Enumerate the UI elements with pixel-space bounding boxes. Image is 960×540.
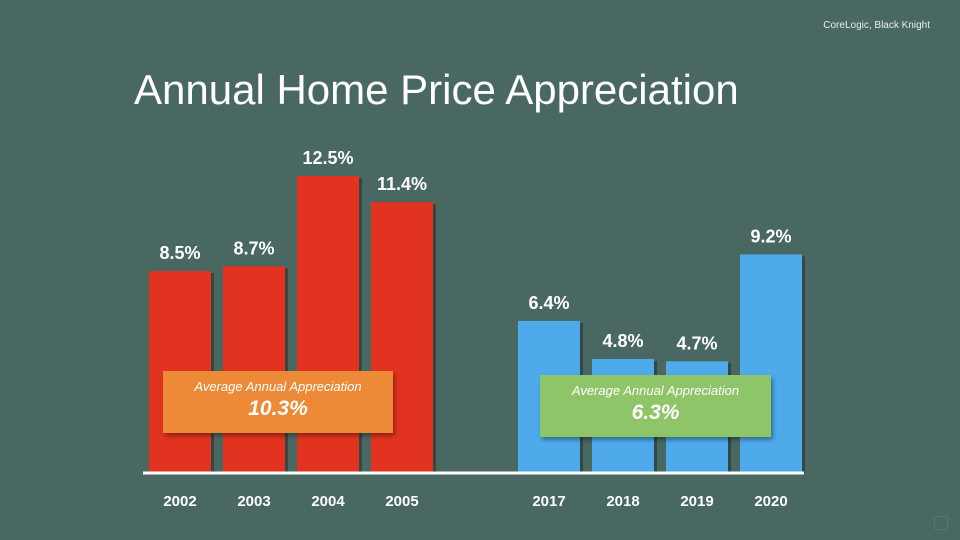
data-label-2020: 9.2%	[750, 226, 791, 246]
data-label-2004: 12.5%	[302, 148, 353, 168]
bar-2003	[223, 266, 285, 473]
slide-corner-icon	[934, 516, 948, 530]
page-title: Annual Home Price Appreciation	[134, 66, 739, 113]
tick-label-2003: 2003	[237, 493, 270, 510]
tick-label-2002: 2002	[163, 493, 196, 510]
average-callout-label: Average Annual Appreciation	[194, 379, 362, 394]
tick-label-2019: 2019	[680, 493, 713, 510]
data-label-2018: 4.8%	[602, 331, 643, 351]
tick-label-2018: 2018	[606, 493, 639, 510]
data-label-2019: 4.7%	[676, 333, 717, 353]
data-label-2005: 11.4%	[377, 174, 427, 194]
average-callout-label: Average Annual Appreciation	[571, 383, 740, 398]
data-label-2003: 8.7%	[233, 238, 274, 258]
average-callout-2002-2005: Average Annual Appreciation 10.3%	[163, 371, 393, 433]
data-label-2017: 6.4%	[528, 293, 569, 313]
average-callout-value: 6.3%	[631, 401, 680, 424]
data-label-2002: 8.5%	[159, 243, 200, 263]
tick-label-2020: 2020	[754, 493, 787, 510]
average-callout-value: 10.3%	[248, 397, 308, 420]
tick-label-2005: 2005	[385, 493, 418, 510]
bar-2020	[740, 254, 802, 473]
tick-label-2004: 2004	[311, 493, 345, 510]
average-callout-2017-2020: Average Annual Appreciation 6.3%	[540, 375, 771, 437]
source-note: CoreLogic, Black Knight	[823, 20, 930, 31]
tick-label-2017: 2017	[532, 493, 565, 510]
